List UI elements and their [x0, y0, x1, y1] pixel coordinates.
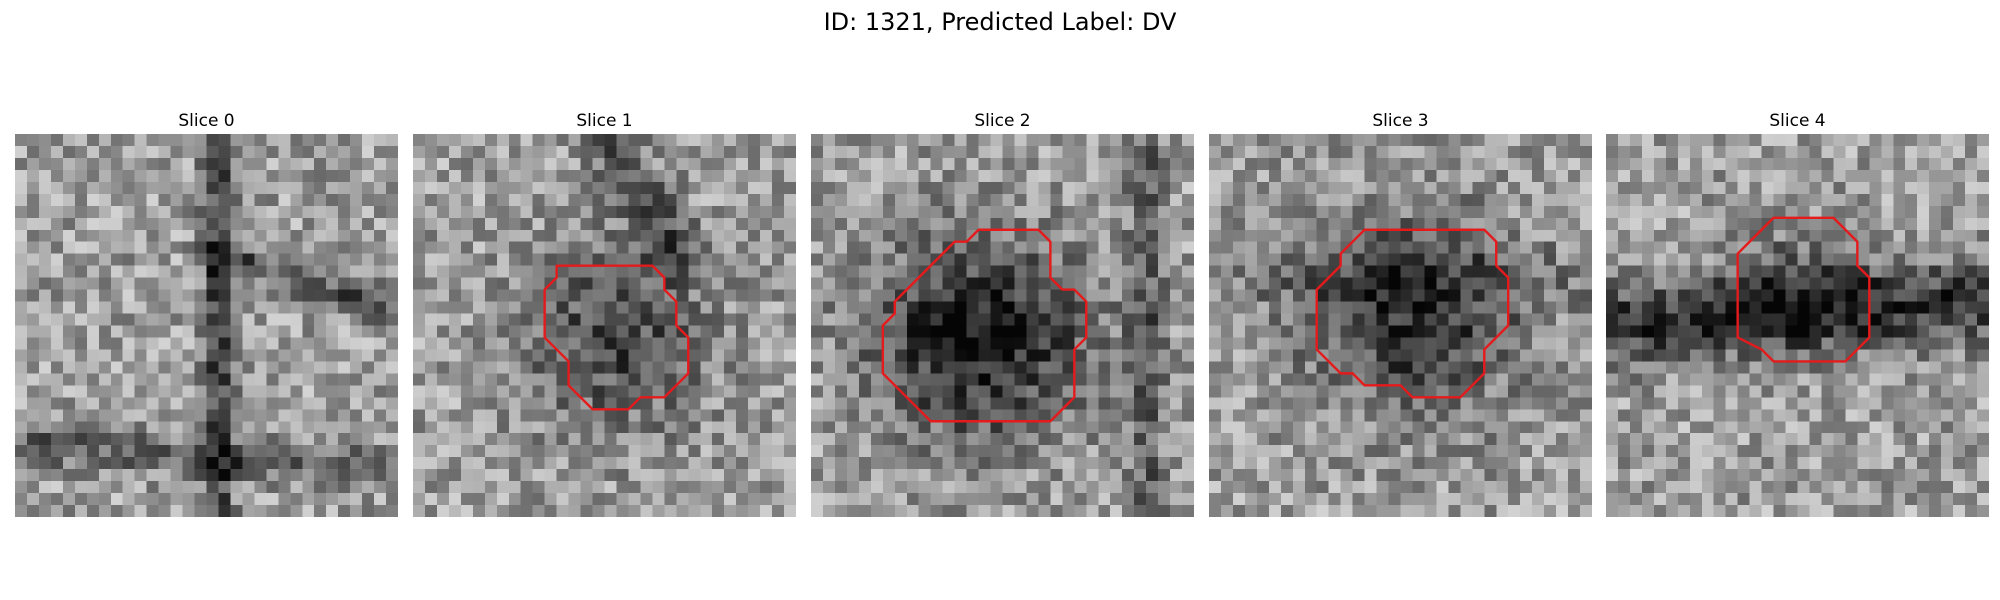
slice-image — [1606, 134, 1989, 517]
slice-panel-4: Slice 4 — [1606, 110, 1989, 520]
figure-title: ID: 1321, Predicted Label: DV — [823, 8, 1177, 36]
segmentation-contour — [545, 266, 689, 410]
slice-image — [413, 134, 796, 517]
slice-panel-2: Slice 2 — [811, 110, 1194, 520]
slice-image — [811, 134, 1194, 517]
slice-image — [1209, 134, 1592, 517]
slice-panel-3: Slice 3 — [1209, 110, 1592, 520]
slice-panel-0: Slice 0 — [15, 110, 398, 520]
contour-overlay — [413, 134, 796, 517]
contour-overlay — [1606, 134, 1989, 517]
segmentation-contour — [883, 230, 1086, 422]
slice-panel-1: Slice 1 — [413, 110, 796, 520]
contour-overlay — [15, 134, 398, 517]
slice-title: Slice 0 — [178, 111, 235, 131]
slice-title: Slice 3 — [1372, 111, 1429, 131]
slice-image — [15, 134, 398, 517]
contour-overlay — [1209, 134, 1592, 517]
slice-title: Slice 4 — [1769, 111, 1826, 131]
slice-title: Slice 1 — [576, 111, 633, 131]
segmentation-contour — [1317, 230, 1509, 398]
contour-overlay — [811, 134, 1194, 517]
segmentation-contour — [1738, 218, 1870, 362]
slice-title: Slice 2 — [974, 111, 1031, 131]
